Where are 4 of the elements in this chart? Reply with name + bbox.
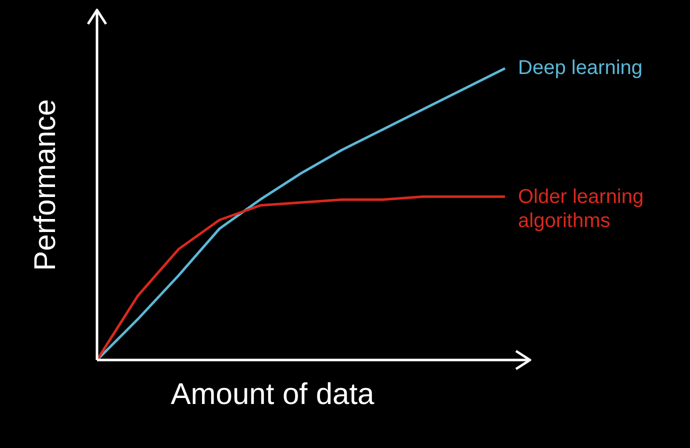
y-axis-title: Performance xyxy=(29,99,63,271)
series-label: Older learning algorithms xyxy=(518,184,645,233)
series-label: Deep learning xyxy=(518,56,644,80)
x-axis-title: Amount of data xyxy=(170,378,376,412)
